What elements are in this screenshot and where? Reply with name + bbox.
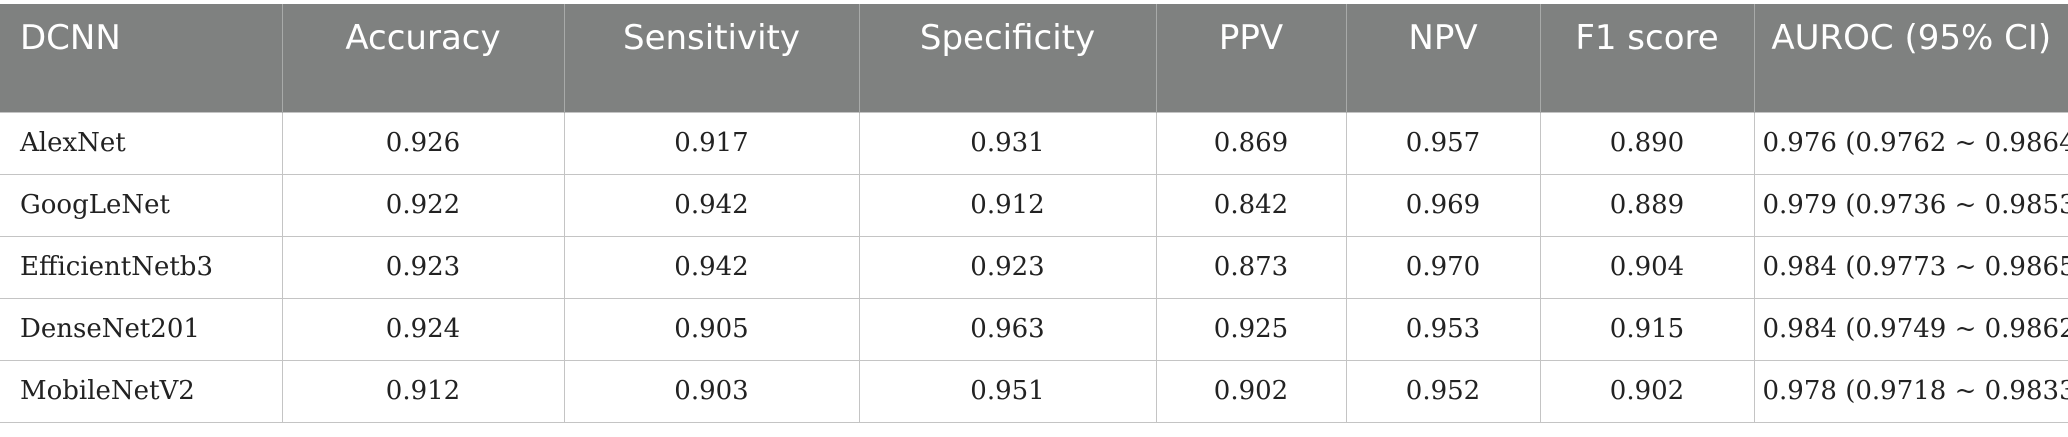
cell-f1-score: 0.904: [1539, 235, 1754, 298]
cell-sensitivity: 0.942: [563, 173, 859, 236]
cell-ppv: 0.902: [1155, 359, 1346, 423]
cell-ppv: 0.925: [1155, 297, 1346, 360]
cell-ppv: 0.869: [1155, 111, 1346, 174]
cell-npv: 0.969: [1345, 173, 1540, 236]
cell-accuracy: 0.923: [281, 235, 564, 298]
cell-model-name: GoogLeNet: [0, 173, 282, 236]
cell-npv: 0.952: [1345, 359, 1540, 423]
cell-model-name: MobileNetV2: [0, 359, 282, 423]
header-accuracy: Accuracy: [281, 4, 564, 112]
header-f1-score: F1 score: [1539, 4, 1754, 112]
cell-specificity: 0.951: [858, 359, 1156, 423]
table-row: DenseNet201 0.924 0.905 0.963 0.925 0.95…: [0, 297, 2068, 360]
cell-accuracy: 0.926: [281, 111, 564, 174]
cell-sensitivity: 0.905: [563, 297, 859, 360]
header-sensitivity: Sensitivity: [563, 4, 859, 112]
cell-f1-score: 0.902: [1539, 359, 1754, 423]
cell-specificity: 0.912: [858, 173, 1156, 236]
cell-auroc: 0.979 (0.9736 ~ 0.9853): [1753, 173, 2068, 236]
cell-auroc: 0.976 (0.9762 ~ 0.9864): [1753, 111, 2068, 174]
header-auroc: AUROC (95% CI): [1753, 4, 2068, 112]
table-row: AlexNet 0.926 0.917 0.931 0.869 0.957 0.…: [0, 111, 2068, 174]
cell-specificity: 0.963: [858, 297, 1156, 360]
cell-specificity: 0.931: [858, 111, 1156, 174]
header-npv: NPV: [1345, 4, 1540, 112]
table-row: EfficientNetb3 0.923 0.942 0.923 0.873 0…: [0, 235, 2068, 298]
cell-f1-score: 0.915: [1539, 297, 1754, 360]
cell-ppv: 0.842: [1155, 173, 1346, 236]
cell-auroc: 0.984 (0.9773 ~ 0.9865): [1753, 235, 2068, 298]
cell-npv: 0.953: [1345, 297, 1540, 360]
cell-ppv: 0.873: [1155, 235, 1346, 298]
cell-auroc: 0.984 (0.9749 ~ 0.9862): [1753, 297, 2068, 360]
header-specificity: Specificity: [858, 4, 1156, 112]
cell-sensitivity: 0.917: [563, 111, 859, 174]
header-dcnn: DCNN: [0, 4, 282, 112]
table-header-row: DCNN Accuracy Sensitivity Specificity PP…: [0, 4, 2068, 112]
cell-f1-score: 0.890: [1539, 111, 1754, 174]
cell-accuracy: 0.912: [281, 359, 564, 423]
cell-model-name: DenseNet201: [0, 297, 282, 360]
results-table-container: DCNN Accuracy Sensitivity Specificity PP…: [0, 4, 2068, 423]
cell-model-name: AlexNet: [0, 111, 282, 174]
cell-model-name: EfficientNetb3: [0, 235, 282, 298]
table-row: GoogLeNet 0.922 0.942 0.912 0.842 0.969 …: [0, 173, 2068, 236]
cell-npv: 0.970: [1345, 235, 1540, 298]
cell-auroc: 0.978 (0.9718 ~ 0.9833): [1753, 359, 2068, 423]
cell-accuracy: 0.924: [281, 297, 564, 360]
cell-f1-score: 0.889: [1539, 173, 1754, 236]
cell-npv: 0.957: [1345, 111, 1540, 174]
cell-sensitivity: 0.903: [563, 359, 859, 423]
cell-sensitivity: 0.942: [563, 235, 859, 298]
cell-accuracy: 0.922: [281, 173, 564, 236]
cell-specificity: 0.923: [858, 235, 1156, 298]
table-row: MobileNetV2 0.912 0.903 0.951 0.902 0.95…: [0, 359, 2068, 423]
header-ppv: PPV: [1155, 4, 1346, 112]
dcnn-performance-table: DCNN Accuracy Sensitivity Specificity PP…: [0, 4, 2068, 423]
